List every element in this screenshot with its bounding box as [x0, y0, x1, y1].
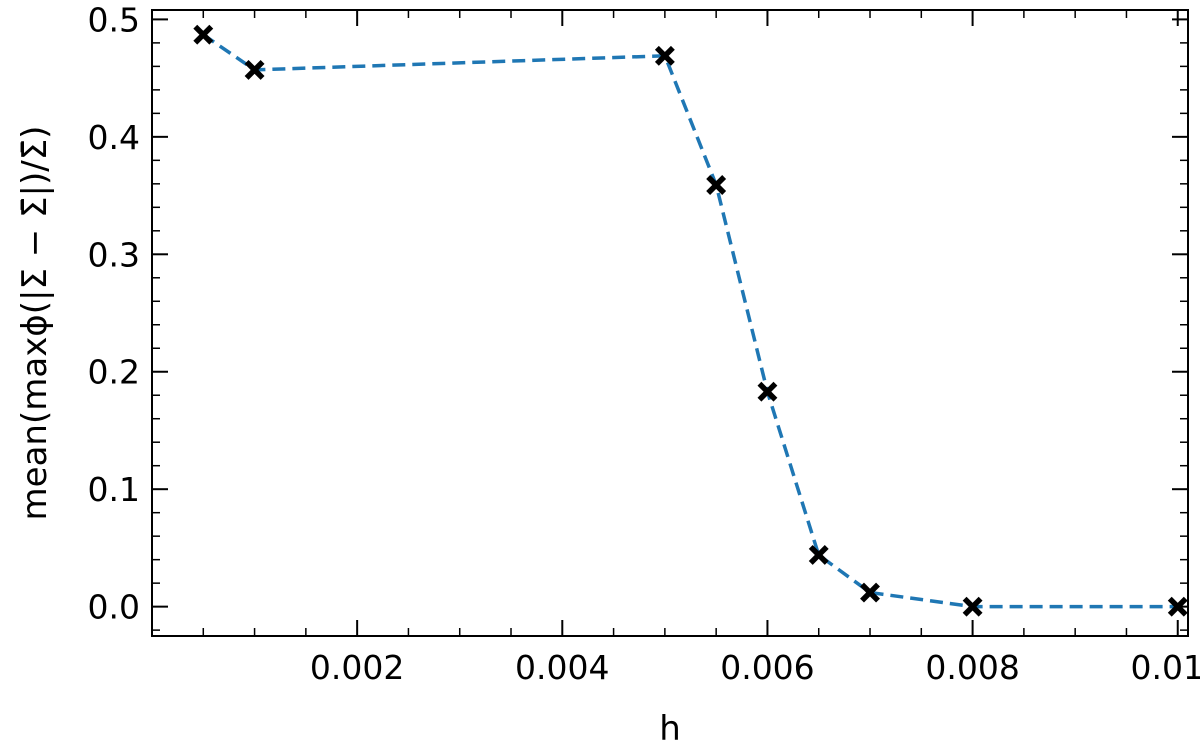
data-point-marker — [706, 175, 727, 195]
y-tick-label: 0.0 — [88, 588, 140, 627]
data-point-marker — [757, 381, 778, 402]
series-line — [202, 33, 1178, 609]
y-minor-ticks-right — [1180, 42, 1188, 631]
y-tick-label: 0.3 — [88, 235, 140, 274]
y-tick-label: 0.1 — [88, 470, 140, 509]
data-point-marker — [962, 596, 983, 617]
x-tick-label: 0.008 — [925, 648, 1019, 687]
y-tick-label: 0.5 — [88, 0, 140, 39]
x-tick-label: 0.002 — [310, 648, 404, 687]
x-tick-label: 0.010 — [1131, 648, 1200, 687]
x-minor-ticks-bottom — [202, 628, 1128, 636]
data-point-marker — [808, 545, 829, 565]
y-tick-label: 0.2 — [88, 353, 140, 392]
data-point-marker — [860, 582, 880, 603]
y-tick-label: 0.4 — [88, 118, 140, 157]
data-point-marker — [193, 24, 214, 45]
data-point-marker — [1167, 596, 1188, 617]
x-minor-ticks-top — [202, 10, 1128, 18]
x-tick-label: 0.004 — [515, 648, 609, 687]
x-axis-label: h — [659, 709, 681, 749]
y-axis-ticks: 0.0 0.1 0.2 0.3 0.4 0.5 — [88, 0, 1188, 627]
series-group — [193, 24, 1188, 617]
x-tick-label: 0.006 — [720, 648, 814, 687]
y-axis-label: mean(maxϕ(|Σ − Σ̄|)/Σ̄) — [15, 126, 55, 521]
plot-frame — [151, 9, 1189, 637]
y-minor-ticks-left — [152, 42, 160, 631]
data-point-marker — [654, 45, 675, 66]
x-axis-ticks: 0.002 0.004 0.006 0.008 0.010 — [310, 10, 1200, 687]
data-point-marker — [244, 59, 265, 80]
